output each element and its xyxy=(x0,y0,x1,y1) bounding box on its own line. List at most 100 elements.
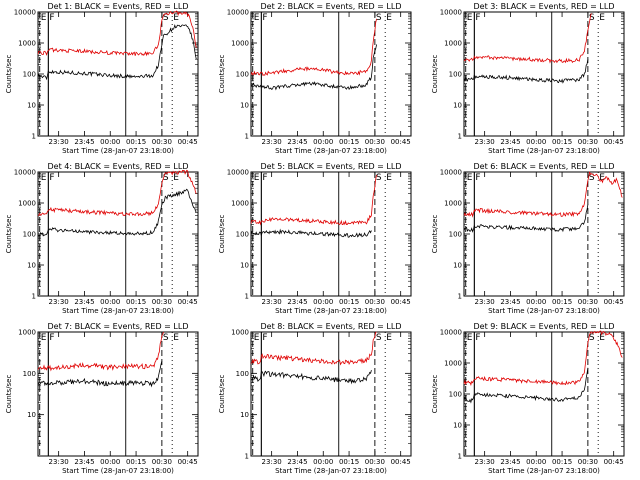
y-tick-label: 10000 xyxy=(14,169,36,177)
y-tick-label: 1000 xyxy=(444,200,462,208)
chart-title: Det 6: BLACK = Events, RED = LLD xyxy=(474,162,615,171)
y-tick-label: 1 xyxy=(458,453,462,461)
x-axis-label: Start Time (28-Jan-07 23:18:00) xyxy=(275,307,387,315)
marker-label: S xyxy=(163,173,169,183)
series-events-line xyxy=(250,370,372,385)
marker-label: E xyxy=(254,333,260,343)
x-tick-label: 00:15 xyxy=(339,138,359,146)
marker-label: E xyxy=(41,13,47,23)
y-tick-label: 10 xyxy=(27,102,36,110)
y-tick-label: 10 xyxy=(240,102,249,110)
det-4-chart: Det 4: BLACK = Events, RED = LLD 1 10 100 10… xyxy=(5,162,199,315)
x-tick-label: 00:30 xyxy=(152,298,172,306)
series-lld-line xyxy=(37,169,197,217)
x-tick-label: 00:30 xyxy=(578,138,598,146)
y-tick-label: 1 xyxy=(245,293,249,301)
series-events-line xyxy=(463,204,589,233)
y-axis-label: Counts/sec xyxy=(431,375,439,414)
x-tick-label: 23:45 xyxy=(74,138,94,146)
series-events-line xyxy=(463,59,589,84)
y-axis-label: Counts/sec xyxy=(218,215,226,254)
det-6-chart: Det 6: BLACK = Events, RED = LLD 1 10 100 10… xyxy=(431,162,625,315)
x-axis-label: Start Time (28-Jan-07 23:18:00) xyxy=(488,467,600,475)
x-tick-label: 23:30 xyxy=(262,138,282,146)
chart-title: Det 3: BLACK = Events, RED = LLD xyxy=(474,2,615,11)
x-tick-label: 23:45 xyxy=(74,458,94,466)
x-tick-label: 23:30 xyxy=(49,138,69,146)
x-tick-label: 00:15 xyxy=(126,138,146,146)
x-tick-label: 00:00 xyxy=(100,298,120,306)
x-tick-label: 00:00 xyxy=(313,298,333,306)
marker-label: S xyxy=(376,333,382,343)
series-lld-line xyxy=(463,330,623,387)
marker-label: S xyxy=(589,13,595,23)
x-tick-label: 23:30 xyxy=(262,458,282,466)
det-1-chart: Det 1: BLACK = Events, RED = LLD 1 10 100 10… xyxy=(5,2,199,155)
chart-title: Det 5: BLACK = Events, RED = LLD xyxy=(261,162,402,171)
x-tick-label: 23:30 xyxy=(49,458,69,466)
marker-label: E xyxy=(386,333,392,343)
marker-label: E xyxy=(599,333,605,343)
x-tick-label: 00:30 xyxy=(152,458,172,466)
y-tick-label: 1000 xyxy=(444,360,462,368)
x-tick-label: 23:45 xyxy=(287,298,307,306)
marker-label: E xyxy=(467,173,473,183)
series-lld-line xyxy=(37,331,164,372)
y-tick-label: 1000 xyxy=(231,329,249,337)
x-axis-label: Start Time (28-Jan-07 23:18:00) xyxy=(62,307,174,315)
x-tick-label: 00:45 xyxy=(178,458,198,466)
marker-label: E xyxy=(41,173,47,183)
y-tick-label: 10 xyxy=(27,411,36,419)
x-tick-label: 00:00 xyxy=(313,138,333,146)
x-tick-label: 00:15 xyxy=(126,458,146,466)
series-lld-line xyxy=(250,18,377,77)
y-tick-label: 1 xyxy=(32,293,36,301)
x-tick-label: 23:45 xyxy=(74,298,94,306)
x-tick-label: 00:45 xyxy=(391,138,411,146)
y-axis-label: Counts/sec xyxy=(218,55,226,94)
y-tick-label: 10 xyxy=(453,102,462,110)
y-tick-label: 1000 xyxy=(18,329,36,337)
plot-frame xyxy=(37,331,199,457)
y-tick-label: 10000 xyxy=(227,169,249,177)
series-events-line xyxy=(250,44,377,91)
x-tick-label: 00:15 xyxy=(339,298,359,306)
x-tick-label: 00:45 xyxy=(391,458,411,466)
marker-label: E xyxy=(41,333,47,343)
x-tick-label: 00:45 xyxy=(178,298,198,306)
x-tick-label: 00:15 xyxy=(552,458,572,466)
x-tick-label: 23:30 xyxy=(262,298,282,306)
x-tick-label: 00:45 xyxy=(178,138,198,146)
marker-label: E xyxy=(467,333,473,343)
x-tick-label: 00:30 xyxy=(365,138,385,146)
y-axis-label: Counts/sec xyxy=(5,215,13,254)
marker-label: S xyxy=(163,13,169,23)
chart-title: Det 9: BLACK = Events, RED = LLD xyxy=(474,322,615,331)
det-3-chart: Det 3: BLACK = Events, RED = LLD 1 10 100 10… xyxy=(431,2,625,155)
y-axis-label: Counts/sec xyxy=(5,55,13,94)
marker-label: F xyxy=(49,173,54,183)
x-tick-label: 00:30 xyxy=(578,458,598,466)
marker-label: E xyxy=(254,13,260,23)
marker-label: F xyxy=(475,333,480,343)
marker-label: F xyxy=(262,333,267,343)
y-tick-label: 1000 xyxy=(18,200,36,208)
y-tick-label: 1 xyxy=(458,133,462,141)
x-tick-label: 00:45 xyxy=(604,298,624,306)
x-tick-label: 00:45 xyxy=(604,458,624,466)
det-7-chart: Det 7: BLACK = Events, RED = LLD 10 100 100… xyxy=(5,322,199,475)
chart-title: Det 1: BLACK = Events, RED = LLD xyxy=(48,2,189,11)
y-tick-label: 1 xyxy=(245,453,249,461)
series-events-line xyxy=(463,367,589,404)
x-axis-label: Start Time (28-Jan-07 23:18:00) xyxy=(488,307,600,315)
y-axis-label: Counts/sec xyxy=(431,55,439,94)
y-tick-label: 100 xyxy=(23,370,36,378)
marker-label: S xyxy=(376,13,382,23)
marker-label: F xyxy=(262,173,267,183)
series-lld-line xyxy=(37,10,197,57)
marker-label: E xyxy=(386,173,392,183)
x-tick-label: 00:30 xyxy=(365,298,385,306)
plot-frame xyxy=(250,11,412,137)
marker-label: S xyxy=(589,173,595,183)
